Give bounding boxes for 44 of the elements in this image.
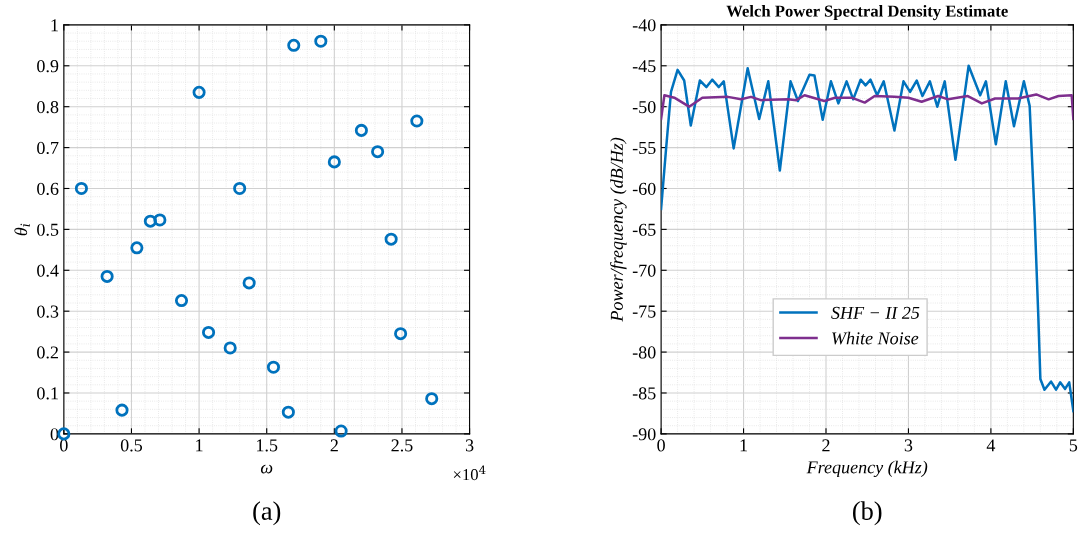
x-tick-label: 2 — [330, 439, 338, 452]
y-tick-label: -55 — [632, 142, 656, 155]
y-tick-label: 0.7 — [37, 141, 59, 155]
y-tick-label: -45 — [632, 60, 656, 73]
y-tick-label: -50 — [632, 100, 656, 114]
text: ×10$^{4}$ — [453, 465, 486, 481]
y-tick-label: 0.4 — [37, 264, 59, 277]
y-tick-label: -90 — [632, 428, 656, 441]
x-tick-label: 0.5 — [120, 439, 143, 452]
x-tick-label: 3 — [904, 439, 913, 452]
y-tick-label: 0.3 — [37, 305, 59, 318]
y-tick-label: -80 — [632, 346, 656, 359]
x-tick-label: 3 — [465, 439, 474, 452]
chart-title: Welch Power Spectral Density Estimate — [726, 4, 1008, 21]
x-tick-label: 0 — [657, 439, 665, 452]
x-tick-label: 1 — [740, 439, 747, 452]
x-tick-label: 5 — [1069, 439, 1078, 452]
x-tick-label: 4 — [986, 439, 996, 452]
y-tick-label: 0 — [50, 428, 59, 441]
y-tick-label: -65 — [632, 223, 656, 236]
y-tick-label: 0.1 — [37, 387, 58, 400]
y-tick-label: 0.8 — [37, 100, 59, 114]
legend-label: SHF − II 25 — [831, 306, 920, 319]
y-axis-title: θ$_{i}$ — [14, 223, 30, 236]
y-tick-label: -75 — [632, 305, 656, 318]
y-tick-label: 0.9 — [37, 60, 59, 73]
x-tick-label: 1 — [196, 439, 203, 452]
x-tick-label: 1.5 — [257, 439, 278, 452]
y-tick-label: 1 — [51, 19, 58, 32]
text: (b) — [853, 501, 882, 526]
x-axis-title: Frequency (kHz) — [806, 460, 928, 478]
y-tick-label: 0.6 — [37, 182, 59, 196]
y-tick-label: 0.5 — [37, 223, 59, 236]
x-tick-label: 2.5 — [391, 439, 413, 452]
text: (a) — [253, 501, 281, 526]
y-tick-label: 0.2 — [37, 346, 58, 359]
y-tick-label: -70 — [632, 264, 656, 277]
y-tick-label: -40 — [632, 19, 656, 32]
legend-label: White Noise — [832, 331, 919, 345]
x-axis-title: ω — [260, 464, 273, 474]
y-tick-label: -85 — [632, 387, 656, 400]
y-axis-title: Power/frequency (dB/Hz) — [610, 137, 627, 322]
y-tick-label: -60 — [632, 182, 656, 195]
x-tick-label: 2 — [822, 439, 830, 452]
